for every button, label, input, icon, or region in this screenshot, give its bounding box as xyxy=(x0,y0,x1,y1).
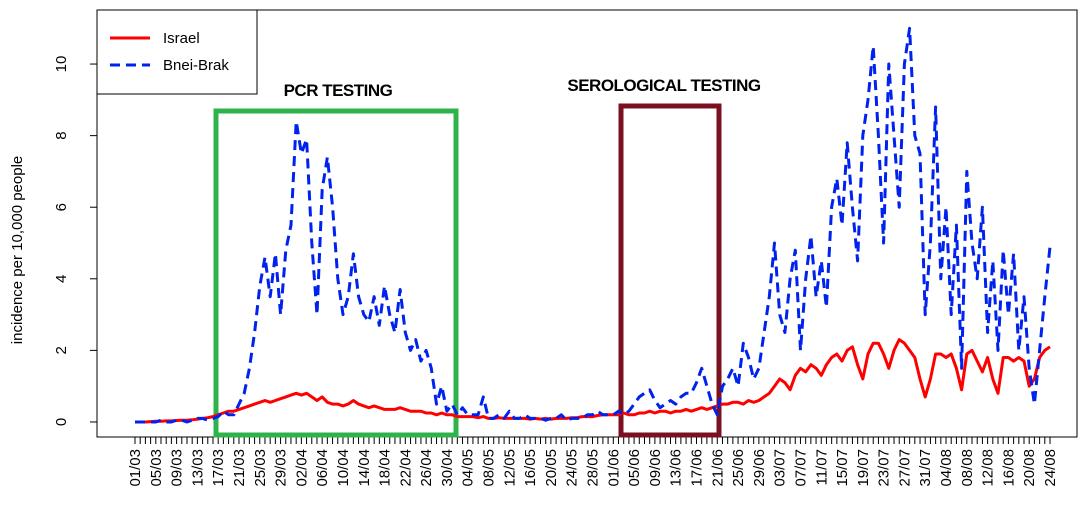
x-tick-label: 08/08 xyxy=(959,449,976,487)
y-tick-label: 8 xyxy=(53,131,70,139)
x-tick-label: 04/08 xyxy=(938,449,955,487)
x-tick-label: 09/06 xyxy=(647,449,664,487)
annotation-box xyxy=(213,108,459,438)
y-tick-label: 0 xyxy=(53,418,70,426)
y-tick-label: 2 xyxy=(53,346,70,354)
x-tick-label: 18/04 xyxy=(377,449,394,487)
line-series xyxy=(135,26,1052,424)
y-tick-label: 10 xyxy=(53,56,70,73)
x-tick-label: 05/03 xyxy=(148,449,165,487)
x-tick-label: 07/07 xyxy=(792,449,809,487)
x-tick-label: 27/07 xyxy=(896,449,913,487)
x-tick-label: 02/04 xyxy=(293,449,310,487)
line-series xyxy=(135,338,1051,424)
x-tick-label: 25/03 xyxy=(252,449,269,487)
x-tick-label: 01/06 xyxy=(605,449,622,487)
x-tick-label: 24/05 xyxy=(564,449,581,487)
x-tick-label: 22/04 xyxy=(397,449,414,487)
x-tick-label: 16/08 xyxy=(1000,449,1017,487)
x-tick-label: 25/06 xyxy=(730,449,747,487)
x-tick-label: 19/07 xyxy=(855,449,872,487)
x-tick-label: 12/08 xyxy=(980,449,997,487)
annotation-text: SEROLOGICAL TESTING xyxy=(567,76,761,95)
x-tick-label: 06/04 xyxy=(314,449,331,487)
x-tick-label: 15/07 xyxy=(834,449,851,487)
x-tick-label: 30/04 xyxy=(439,449,456,487)
legend-box xyxy=(96,9,258,95)
annotation-text: PCR TESTING xyxy=(284,81,393,100)
x-tick-label: 11/07 xyxy=(813,449,830,485)
x-tick-label: 21/03 xyxy=(231,449,248,487)
x-tick-label: 29/03 xyxy=(273,449,290,487)
x-tick-label: 08/05 xyxy=(481,449,498,487)
x-tick-label: 26/04 xyxy=(418,449,435,487)
annotation-box xyxy=(618,103,722,438)
x-tick-label: 24/08 xyxy=(1042,449,1059,487)
x-tick-label: 13/03 xyxy=(189,449,206,487)
y-axis-label: incidence per 10,000 people xyxy=(9,156,26,344)
x-tick-label: 01/03 xyxy=(127,449,144,487)
x-tick-label: 29/06 xyxy=(751,449,768,487)
x-tick-label: 03/07 xyxy=(772,449,789,487)
x-tick-label: 17/03 xyxy=(210,449,227,487)
x-tick-label: 05/06 xyxy=(626,449,643,487)
x-tick-label: 21/06 xyxy=(709,449,726,487)
y-tick-label: 6 xyxy=(53,203,70,211)
x-tick-label: 12/05 xyxy=(501,449,518,487)
x-tick-label: 23/07 xyxy=(876,449,893,487)
x-tick-label: 14/04 xyxy=(356,449,373,487)
x-tick-label: 31/07 xyxy=(917,449,934,487)
x-tick-label: 20/05 xyxy=(543,449,560,487)
legend-label: Bnei-Brak xyxy=(163,57,229,74)
x-tick-label: 20/08 xyxy=(1021,449,1038,487)
x-tick-label: 16/05 xyxy=(522,449,539,487)
y-tick-label: 4 xyxy=(53,275,70,283)
x-tick-label: 13/06 xyxy=(668,449,685,487)
x-tick-label: 04/05 xyxy=(460,449,477,487)
x-tick-label: 28/05 xyxy=(585,449,602,487)
x-tick-label: 17/06 xyxy=(688,449,705,487)
legend-label: Israel xyxy=(163,30,200,47)
x-tick-label: 10/04 xyxy=(335,449,352,487)
x-tick-label: 09/03 xyxy=(169,449,186,487)
